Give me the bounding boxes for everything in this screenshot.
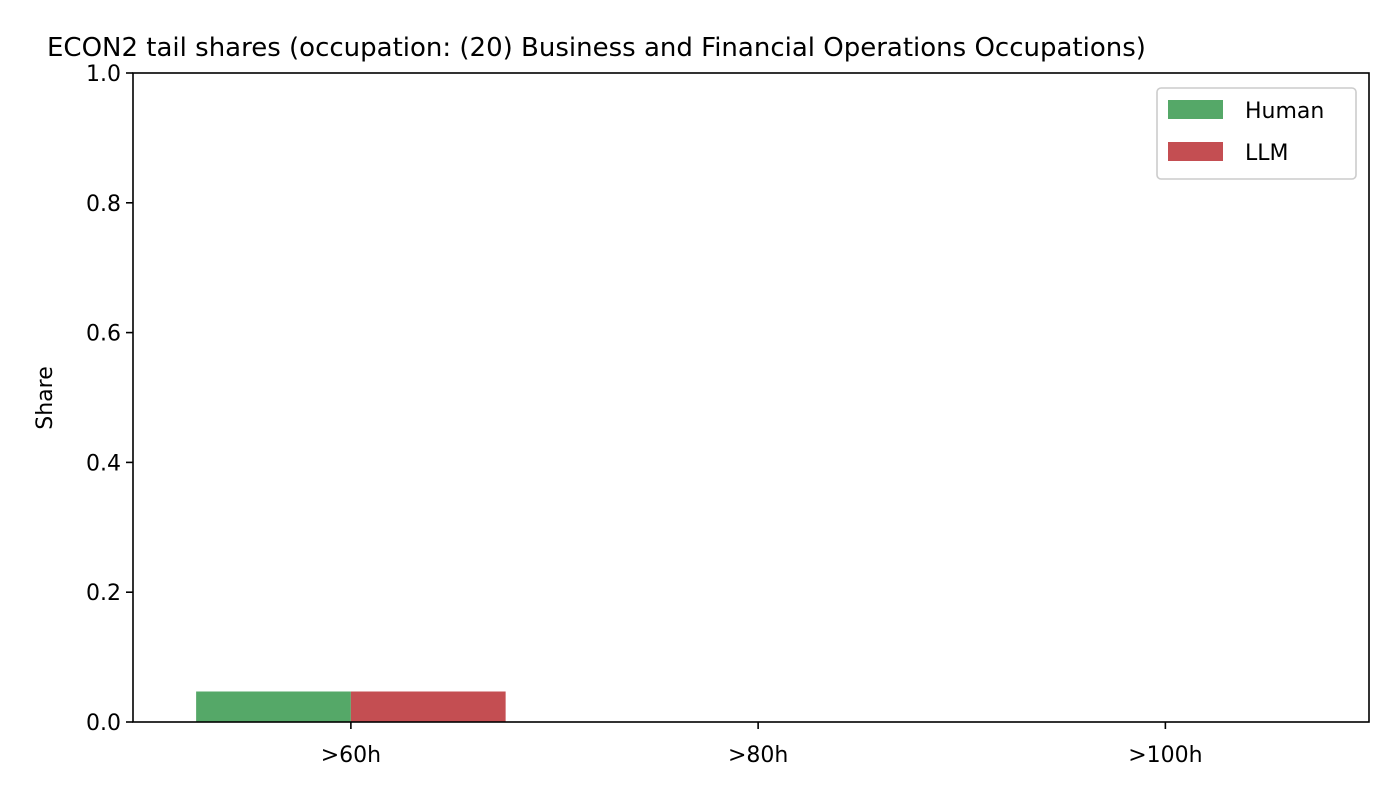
y-tick-label: 0.2	[86, 581, 121, 606]
y-tick-label: 1.0	[86, 62, 121, 87]
y-tick-label: 0.4	[86, 451, 121, 476]
x-tick-label: >80h	[728, 743, 788, 768]
legend-label-human: Human	[1245, 99, 1324, 124]
y-axis-label: Share	[33, 366, 58, 430]
y-tick-label: 0.0	[86, 711, 121, 736]
chart-title: ECON2 tail shares (occupation: (20) Busi…	[47, 33, 1146, 63]
x-tick-label: >60h	[321, 743, 381, 768]
legend-label-llm: LLM	[1245, 141, 1289, 166]
x-axis-ticks: >60h >80h >100h	[321, 722, 1203, 768]
plot-frame	[132, 72, 1370, 723]
legend-swatch-human	[1168, 100, 1223, 119]
bars-group	[196, 691, 506, 722]
y-tick-label: 0.6	[86, 322, 121, 347]
x-tick-label: >100h	[1128, 743, 1202, 768]
y-tick-label: 0.8	[86, 192, 121, 217]
bar-human-0	[196, 691, 351, 722]
legend-swatch-llm	[1168, 142, 1223, 161]
legend: Human LLM	[1156, 87, 1357, 180]
bar-llm-0	[350, 691, 506, 722]
y-axis-ticks: 0.0 0.2 0.4 0.6 0.8 1.0	[86, 62, 133, 736]
